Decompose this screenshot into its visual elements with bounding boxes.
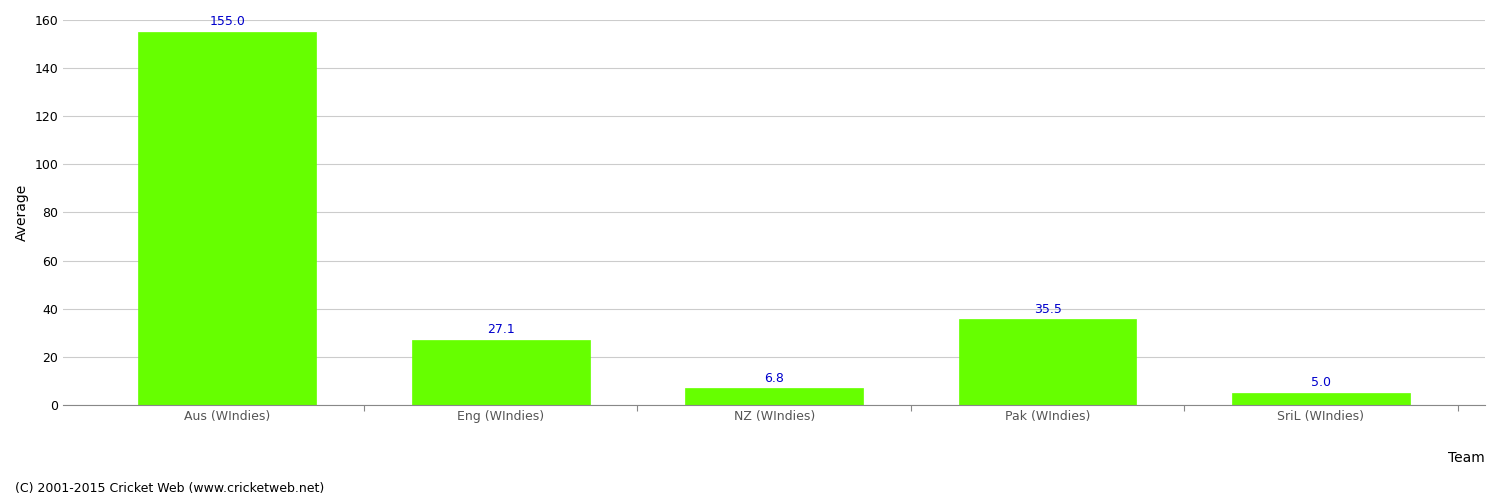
Bar (958, 320, 1137, 405)
Text: (C) 2001-2015 Cricket Web (www.cricketweb.net): (C) 2001-2015 Cricket Web (www.cricketwe… (15, 482, 324, 495)
Y-axis label: Average: Average (15, 184, 28, 241)
Bar (1232, 393, 1410, 405)
Text: 6.8: 6.8 (764, 372, 784, 385)
Text: 155.0: 155.0 (210, 16, 246, 28)
Text: 27.1: 27.1 (488, 323, 514, 336)
Bar (686, 388, 862, 405)
Text: 5.0: 5.0 (1311, 376, 1330, 389)
Bar (138, 32, 316, 405)
Text: Team: Team (1448, 451, 1485, 465)
Bar (413, 340, 590, 405)
Text: 35.5: 35.5 (1034, 303, 1062, 316)
